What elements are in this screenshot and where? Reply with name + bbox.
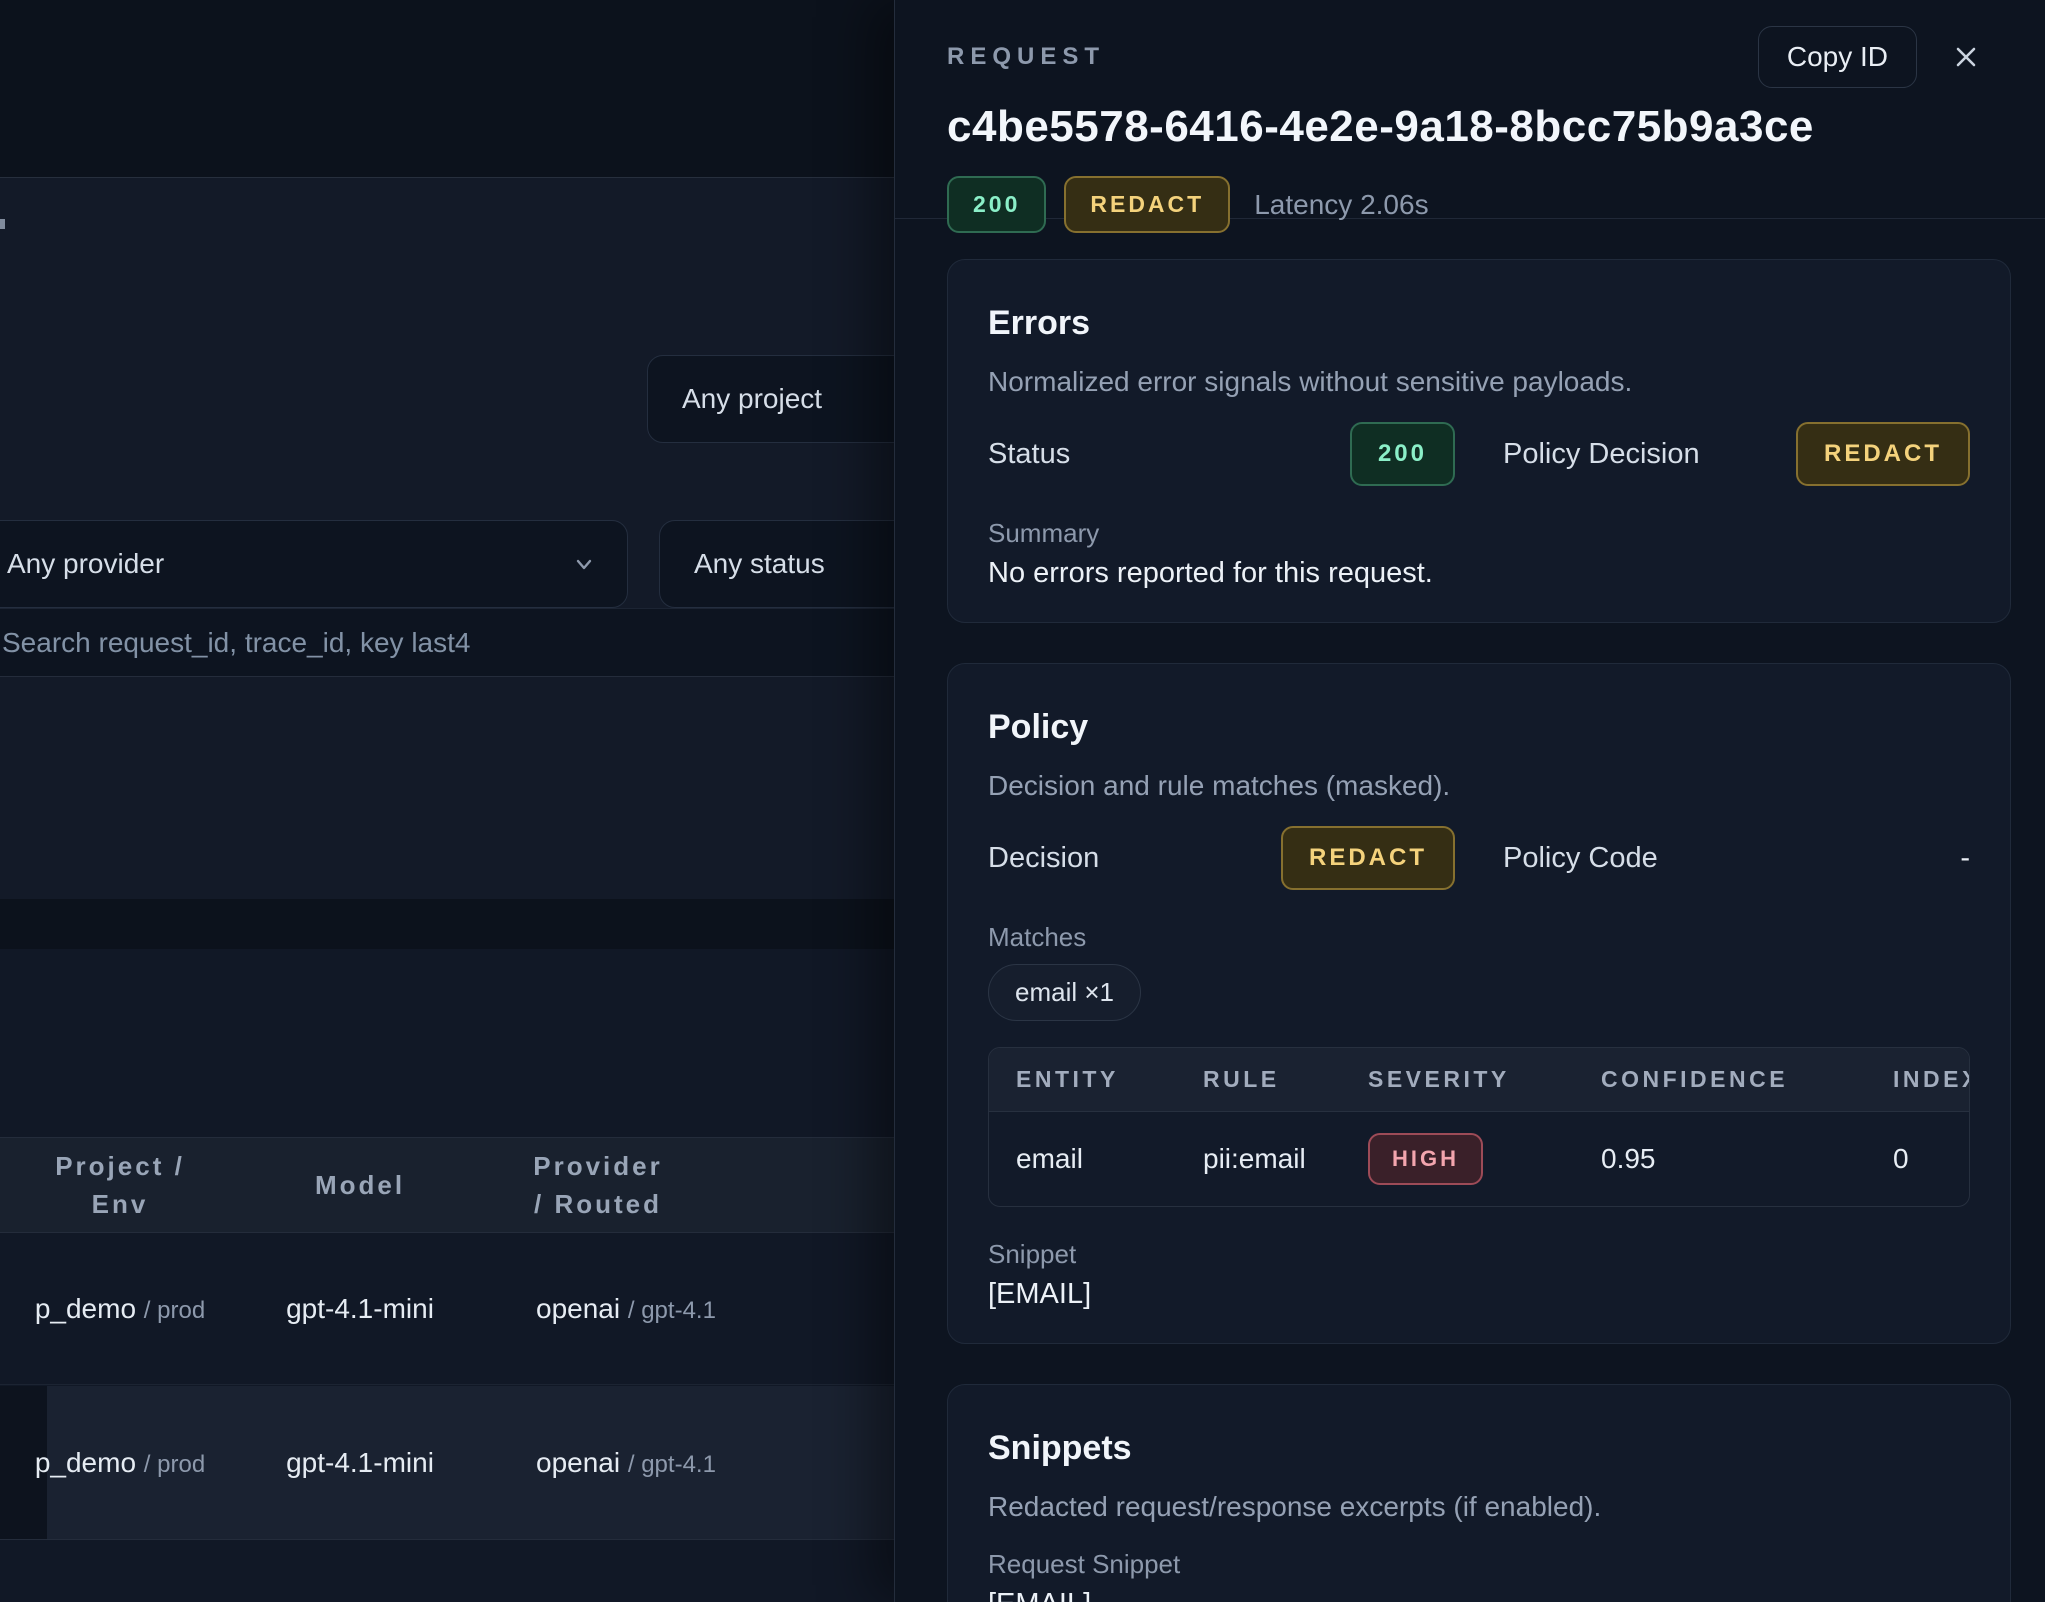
matches-table: ENTITY RULE SEVERITY CONFIDENCE INDEX em… <box>988 1047 1970 1207</box>
close-button[interactable] <box>1947 38 1985 76</box>
summary-label: Summary <box>988 518 1100 548</box>
matches-label: Matches <box>988 922 1087 952</box>
card-title: Snippets <box>988 1429 1132 1467</box>
close-icon <box>1951 47 1981 75</box>
cell-provider-routed: openai / gpt-4.1- <box>536 1293 716 1324</box>
cell-provider-routed: openai / gpt-4.1- <box>536 1446 716 1478</box>
request-snippet-label: Request Snippet <box>988 1549 1181 1579</box>
provider-filter-value: Any provider <box>7 548 165 579</box>
status-label: Status <box>988 437 1071 470</box>
match-chip: email ×1 <box>988 964 1141 1021</box>
match-index: 0 <box>1893 1143 1909 1174</box>
policy-decision-badge: REDACT <box>1796 422 1970 486</box>
column-header-rule: RULE <box>1203 1066 1280 1092</box>
policy-decision-field: Policy Decision REDACT <box>1503 422 1970 486</box>
policy-code-label: Policy Code <box>1503 841 1658 874</box>
errors-card: Errors Normalized error signals without … <box>947 259 2011 623</box>
column-header-entity: ENTITY <box>1016 1066 1119 1092</box>
column-header-index: INDEX <box>1893 1066 1969 1092</box>
card-subtitle: Normalized error signals without sensiti… <box>988 366 1633 397</box>
summary-value: No errors reported for this request. <box>988 557 1433 589</box>
decision-field: Decision REDACT <box>988 826 1455 890</box>
request-id: c4be5578-6416-4e2e-9a18-8bcc75b9a3ce <box>947 102 1814 151</box>
match-confidence: 0.95 <box>1601 1143 1656 1174</box>
cell-model: gpt-4.1-mini <box>286 1293 434 1324</box>
matches-table-header: ENTITY RULE SEVERITY CONFIDENCE INDEX <box>989 1048 1969 1112</box>
status-filter-value: Any status <box>694 548 825 579</box>
severity-high-badge: HIGH <box>1368 1133 1483 1185</box>
snippet-label: Snippet <box>988 1239 1077 1269</box>
status-field: Status 200 <box>988 422 1455 486</box>
card-title: Errors <box>988 304 1091 342</box>
status-value-badge: 200 <box>1349 422 1455 486</box>
chevron-down-icon <box>571 551 597 577</box>
decision-value-badge: REDACT <box>1281 826 1455 890</box>
panel-header: REQUEST Copy ID c4be5578-6416-4e2e-9a18-… <box>895 0 2045 233</box>
match-severity: HIGH <box>1368 1133 1601 1185</box>
request-snippet-value: [EMAIL] <box>988 1587 1970 1602</box>
policy-decision-label: Policy Decision <box>1503 437 1700 470</box>
latency-text: Latency 2.06s <box>1254 188 1429 220</box>
column-header-confidence: CONFIDENCE <box>1601 1066 1789 1092</box>
column-header-provider-routed: Provider / Routed <box>533 1151 663 1219</box>
request-eyebrow-label: REQUEST <box>947 43 1106 70</box>
provider-filter-select[interactable]: Any provider <box>0 520 628 608</box>
column-header-severity: SEVERITY <box>1368 1066 1510 1092</box>
copy-id-button[interactable]: Copy ID <box>1757 26 1917 88</box>
cell-project-env: p_demo / prod <box>34 1446 206 1478</box>
column-header-project-env: Project / Env <box>55 1151 185 1219</box>
snippets-card: Snippets Redacted request/response excer… <box>947 1384 2011 1602</box>
column-header-model: Model <box>314 1170 406 1200</box>
match-rule: pii:email <box>1203 1143 1306 1174</box>
panel-body: Errors Normalized error signals without … <box>895 259 2045 1602</box>
snippet-value: [EMAIL] <box>988 1278 1092 1310</box>
card-subtitle: Redacted request/response excerpts (if e… <box>988 1491 1602 1522</box>
match-entity: email <box>1016 1143 1083 1174</box>
decision-label: Decision <box>988 841 1100 874</box>
card-title: Policy <box>988 708 1089 746</box>
project-filter-value: Any project <box>682 383 823 414</box>
decision-badge: REDACT <box>1064 176 1231 233</box>
status-badge: 200 <box>947 176 1047 233</box>
cell-model: gpt-4.1-mini <box>286 1446 434 1478</box>
card-subtitle: Decision and rule matches (masked). <box>988 770 1451 801</box>
cell-project-env: p_demo / prod <box>34 1293 206 1324</box>
policy-card: Policy Decision and rule matches (masked… <box>947 663 2011 1344</box>
policy-code-value: - <box>1960 841 1970 874</box>
policy-code-field: Policy Code - <box>1503 829 1970 887</box>
clipped-text-fragment <box>0 219 5 229</box>
match-row: email pii:email HIGH 0.95 0 <box>989 1112 1969 1206</box>
request-detail-panel: REQUEST Copy ID c4be5578-6416-4e2e-9a18-… <box>894 0 2045 1602</box>
